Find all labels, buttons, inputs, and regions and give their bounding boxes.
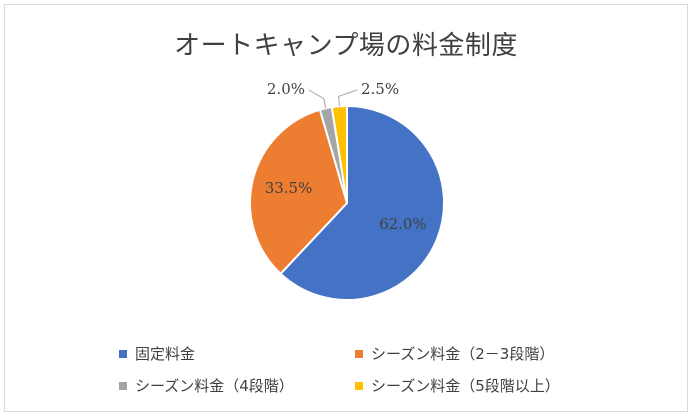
legend-item-season-5plus: シーズン料金（5段階以上） <box>355 375 560 396</box>
legend: 固定料金 シーズン料金（2－3段階） シーズン料金（4段階） シーズン料金（5段… <box>5 343 687 403</box>
legend-label-fixed: 固定料金 <box>135 345 196 363</box>
slice-fixed <box>279 104 445 301</box>
pie-chart: 62.0% 33.5% 2.0% 2.5% <box>249 80 445 301</box>
chart-area: オートキャンプ場の料金制度 62.0% 33.5% 2.0% 2.5% 固定料金 シー… <box>4 4 688 412</box>
legend-label-season-5plus: シーズン料金（5段階以上） <box>371 377 560 395</box>
data-label-season-4: 2.0% <box>267 80 305 98</box>
legend-item-season-4: シーズン料金（4段階） <box>119 375 294 396</box>
legend-label-season-2-3: シーズン料金（2－3段階） <box>371 345 555 363</box>
data-label-season-5plus: 2.5% <box>361 80 399 98</box>
data-label-season-2-3: 33.5% <box>265 179 313 197</box>
chart-title: オートキャンプ場の料金制度 <box>174 31 518 61</box>
legend-swatch-season-4 <box>119 381 127 390</box>
legend-swatch-season-5plus <box>355 381 363 390</box>
legend-item-fixed: 固定料金 <box>119 343 195 364</box>
data-label-season-5plus-leader <box>338 89 358 107</box>
legend-label-season-4: シーズン料金（4段階） <box>135 377 294 395</box>
data-label-season-4-leader <box>308 89 327 109</box>
data-label-fixed: 62.0% <box>379 215 427 233</box>
legend-swatch-fixed <box>119 349 127 358</box>
legend-item-season-2-3: シーズン料金（2－3段階） <box>355 343 554 364</box>
legend-swatch-season-2-3 <box>355 349 363 358</box>
slice-season-2-3 <box>249 108 349 276</box>
